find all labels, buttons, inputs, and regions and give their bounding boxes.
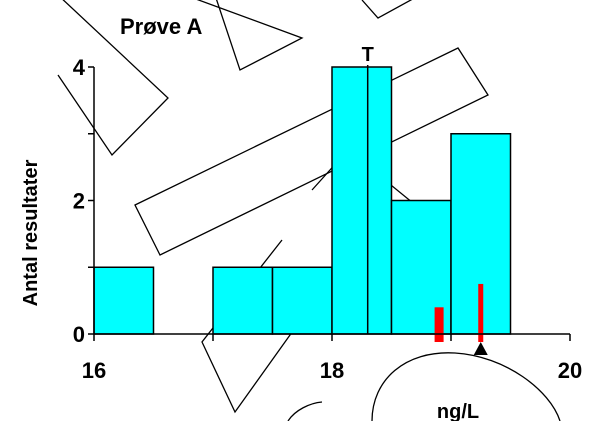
y-axis-label: Antal resultater xyxy=(20,159,42,306)
outline-shape-bottom-arc xyxy=(287,401,323,421)
outline-shape-bottom-right-ellipse xyxy=(371,352,561,421)
x-tick-label-20: 20 xyxy=(558,358,582,383)
y-tick-label-2: 2 xyxy=(73,189,85,214)
red-bar-tall-marker xyxy=(478,283,484,342)
x-axis-label: ng/L xyxy=(437,401,479,421)
histogram-bars xyxy=(93,66,512,335)
x-tick-label-16: 16 xyxy=(82,358,106,383)
target-label: T xyxy=(362,44,374,66)
outline-shape-top-right xyxy=(361,0,413,19)
y-tick-label-4: 4 xyxy=(73,55,86,80)
chart-axes: 0 2 4 16 18 20 xyxy=(73,55,582,383)
chart-overlay: T xyxy=(362,44,488,355)
outline-shape-top-middle xyxy=(196,0,304,71)
red-bar-short-marker xyxy=(434,307,444,342)
histogram-bar-4 xyxy=(331,66,393,335)
histogram-bar-2 xyxy=(212,266,274,335)
outline-shape-top-left xyxy=(57,0,169,157)
x-tick-label-18: 18 xyxy=(320,358,344,383)
triangle-marker xyxy=(473,342,488,355)
histogram-bar-0 xyxy=(93,266,155,335)
y-tick-label-0: 0 xyxy=(73,322,85,347)
histogram-bar-3 xyxy=(271,266,333,335)
chart-title: Prøve A xyxy=(120,14,202,39)
